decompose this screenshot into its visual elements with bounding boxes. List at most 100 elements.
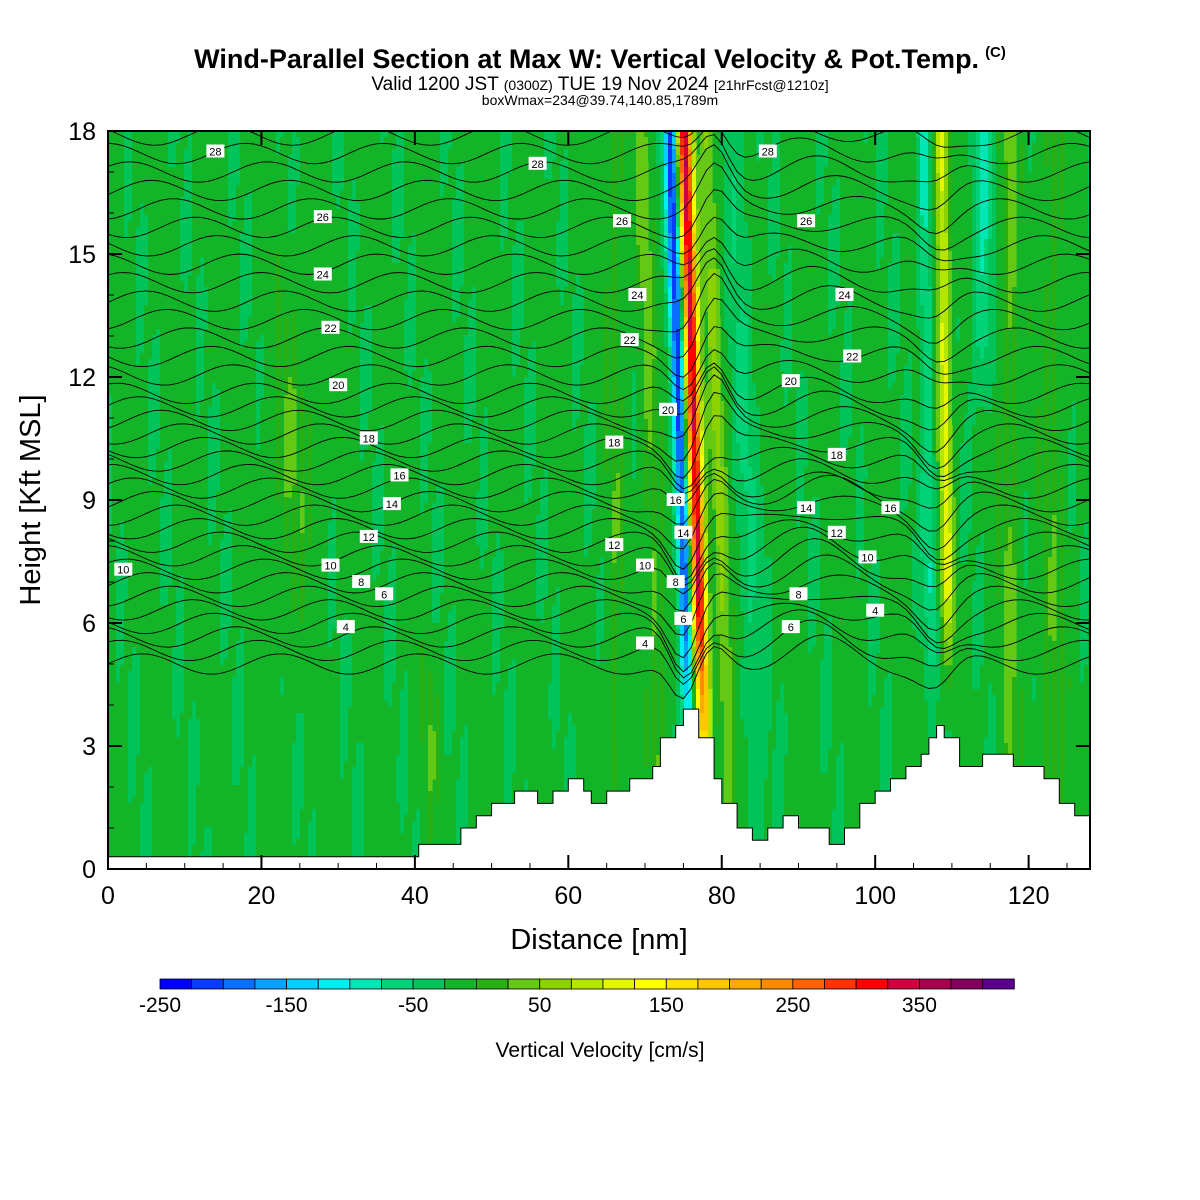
x-tick-label: 40 bbox=[401, 882, 429, 910]
theta-label: 8 bbox=[352, 575, 370, 589]
colorbar-tick-label: 250 bbox=[775, 994, 810, 1017]
colorbar-swatch bbox=[445, 979, 477, 989]
theta-label-text: 6 bbox=[680, 614, 686, 626]
theta-label: 8 bbox=[790, 587, 808, 601]
theta-label: 20 bbox=[329, 378, 347, 392]
theta-label-text: 14 bbox=[800, 503, 812, 515]
y-tick-label: 9 bbox=[82, 487, 96, 515]
theta-label: 28 bbox=[759, 145, 777, 159]
theta-label: 20 bbox=[659, 403, 677, 417]
colorbar-swatch bbox=[540, 979, 572, 989]
theta-label-text: 6 bbox=[381, 589, 387, 601]
colorbar-swatch bbox=[825, 979, 857, 989]
theta-label: 26 bbox=[797, 214, 815, 228]
theta-label-text: 4 bbox=[872, 606, 878, 618]
theta-label: 26 bbox=[314, 210, 332, 224]
x-tick-label: 0 bbox=[101, 882, 115, 910]
theta-label-text: 26 bbox=[800, 216, 812, 228]
theta-label: 22 bbox=[322, 321, 340, 335]
theta-label-text: 24 bbox=[838, 290, 850, 302]
theta-label-text: 10 bbox=[639, 561, 651, 573]
colorbar-swatch bbox=[698, 979, 730, 989]
theta-label-text: 10 bbox=[324, 561, 336, 573]
theta-label: 14 bbox=[674, 526, 692, 540]
theta-label: 12 bbox=[605, 538, 623, 552]
theta-label-text: 18 bbox=[831, 450, 843, 462]
theta-label-text: 24 bbox=[631, 290, 643, 302]
theta-label-text: 12 bbox=[608, 540, 620, 552]
colorbar-tick-label: 350 bbox=[902, 994, 937, 1017]
x-tick-label: 80 bbox=[708, 882, 736, 910]
theta-label: 6 bbox=[674, 612, 692, 626]
x-tick-label: 100 bbox=[854, 882, 896, 910]
theta-label: 12 bbox=[360, 530, 378, 544]
theta-label-text: 12 bbox=[363, 532, 375, 544]
colorbar-tick-label: -50 bbox=[398, 994, 428, 1017]
colorbar-swatch bbox=[287, 979, 319, 989]
theta-label: 18 bbox=[605, 436, 623, 450]
x-tick-label: 20 bbox=[248, 882, 276, 910]
colorbar-swatch bbox=[350, 979, 382, 989]
x-tick-label: 60 bbox=[554, 882, 582, 910]
colorbar-swatch bbox=[603, 979, 635, 989]
theta-label-text: 6 bbox=[788, 622, 794, 634]
y-tick-label: 0 bbox=[82, 856, 96, 884]
theta-label-text: 22 bbox=[624, 335, 636, 347]
colorbar-label: Vertical Velocity [cm/s] bbox=[496, 1039, 705, 1062]
theta-label-text: 26 bbox=[317, 212, 329, 224]
colorbar-swatch bbox=[888, 979, 920, 989]
theta-label: 12 bbox=[828, 526, 846, 540]
theta-label: 10 bbox=[636, 559, 654, 573]
theta-label-text: 20 bbox=[785, 376, 797, 388]
colorbar-swatch bbox=[160, 979, 192, 989]
colorbar-swatch bbox=[666, 979, 698, 989]
theta-label-text: 16 bbox=[884, 503, 896, 515]
theta-label-text: 8 bbox=[358, 577, 364, 589]
theta-label-text: 18 bbox=[363, 434, 375, 446]
theta-label: 10 bbox=[859, 550, 877, 564]
colorbar-swatch bbox=[571, 979, 603, 989]
y-tick-label: 6 bbox=[82, 610, 96, 638]
theta-label: 22 bbox=[843, 350, 861, 364]
theta-label-text: 10 bbox=[117, 565, 129, 577]
theta-label: 18 bbox=[360, 432, 378, 446]
theta-label: 24 bbox=[836, 288, 854, 302]
theta-label: 24 bbox=[628, 288, 646, 302]
theta-label: 6 bbox=[782, 620, 800, 634]
theta-label-text: 16 bbox=[670, 495, 682, 507]
theta-label: 10 bbox=[114, 563, 132, 577]
theta-label: 10 bbox=[322, 559, 340, 573]
colorbar-tick-label: 150 bbox=[649, 994, 684, 1017]
colorbar-tick-label: 50 bbox=[528, 994, 551, 1017]
x-axis-label: Distance [nm] bbox=[510, 924, 687, 956]
theta-label-text: 10 bbox=[861, 552, 873, 564]
colorbar-swatch bbox=[919, 979, 951, 989]
theta-label: 20 bbox=[782, 374, 800, 388]
theta-label-text: 28 bbox=[531, 159, 543, 171]
theta-label: 4 bbox=[866, 604, 884, 618]
colorbar-swatch bbox=[635, 979, 667, 989]
theta-label: 8 bbox=[667, 575, 685, 589]
colorbar-swatch bbox=[793, 979, 825, 989]
theta-label: 4 bbox=[636, 637, 654, 651]
theta-label-text: 8 bbox=[673, 577, 679, 589]
y-tick-label: 15 bbox=[68, 241, 96, 269]
x-tick-label: 120 bbox=[1008, 882, 1050, 910]
colorbar-swatch bbox=[983, 979, 1015, 989]
theta-label-text: 4 bbox=[343, 622, 349, 634]
theta-label-text: 8 bbox=[795, 589, 801, 601]
cross-section-chart: 28282826 26 262424 2422222220202018 18181616… bbox=[0, 0, 1200, 1200]
theta-label: 14 bbox=[383, 497, 401, 511]
theta-label-text: 26 bbox=[616, 216, 628, 228]
colorbar-swatch bbox=[382, 979, 414, 989]
theta-label: 16 bbox=[882, 501, 900, 515]
theta-label-text: 28 bbox=[209, 147, 221, 159]
colorbar-swatch bbox=[223, 979, 255, 989]
theta-label: 22 bbox=[621, 333, 639, 347]
theta-label: 26 bbox=[613, 214, 631, 228]
y-tick-label: 12 bbox=[68, 364, 96, 392]
colorbar-swatch bbox=[476, 979, 508, 989]
colorbar-swatch bbox=[730, 979, 762, 989]
theta-label: 28 bbox=[529, 157, 547, 171]
colorbar-swatch bbox=[761, 979, 793, 989]
